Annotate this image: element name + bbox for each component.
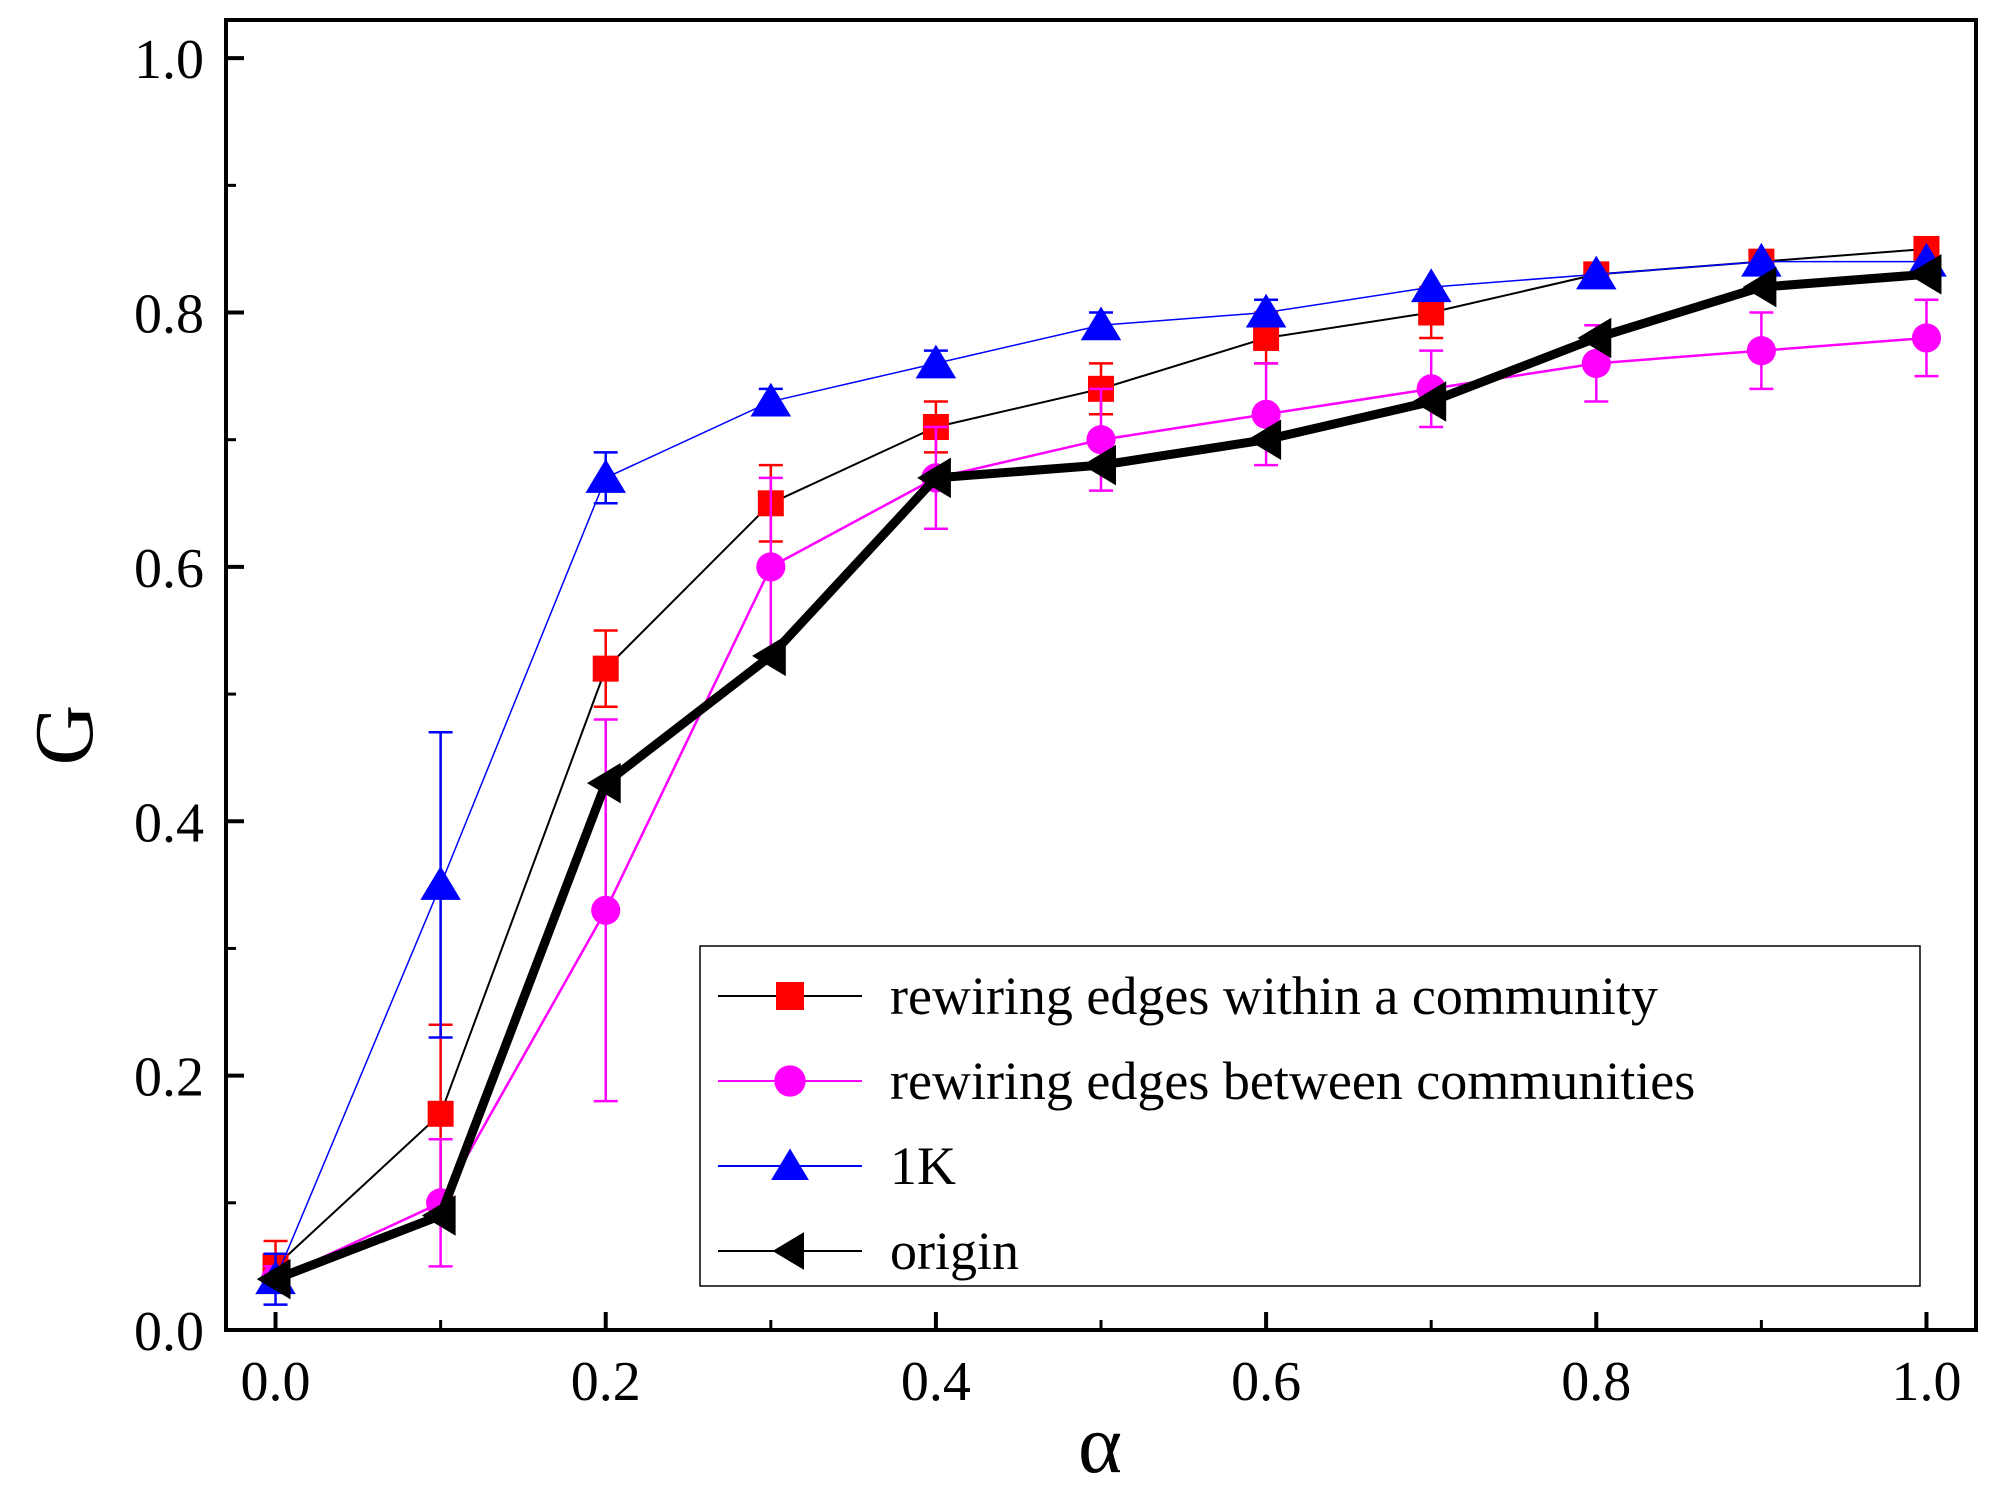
data-point bbox=[1746, 336, 1776, 366]
data-point bbox=[1247, 419, 1282, 460]
y-tick-label: 0.8 bbox=[134, 284, 204, 346]
legend-label: rewiring edges within a community bbox=[890, 966, 1658, 1026]
data-point bbox=[1410, 268, 1452, 303]
series-4 bbox=[256, 254, 1942, 1300]
legend-marker bbox=[776, 982, 804, 1010]
data-point bbox=[592, 655, 619, 682]
ticks-layer: 0.0 0.2 0.4 0.6 0.8 1.0 0.0 0.2 0.4 0.6 0.8 1.0 bbox=[134, 29, 1961, 1413]
data-point bbox=[1911, 323, 1942, 353]
y-tick-label: 0.0 bbox=[134, 1301, 204, 1363]
legend-box bbox=[699, 945, 1921, 1287]
data-point bbox=[591, 895, 621, 925]
data-point bbox=[1581, 348, 1611, 378]
data-point bbox=[1080, 306, 1122, 341]
data-point bbox=[756, 552, 786, 582]
y-axis-title: G bbox=[18, 705, 111, 766]
data-point bbox=[915, 344, 957, 379]
series-layer bbox=[255, 235, 1947, 1306]
y-tick-label: 1.0 bbox=[134, 29, 204, 91]
data-point bbox=[1082, 444, 1116, 486]
data-point bbox=[917, 457, 951, 499]
data-point bbox=[1741, 242, 1782, 277]
data-point bbox=[421, 1195, 456, 1236]
x-tick-label: 0.2 bbox=[571, 1351, 641, 1413]
legend-label: origin bbox=[890, 1221, 1019, 1281]
data-point bbox=[1086, 425, 1116, 455]
data-point bbox=[1251, 399, 1281, 429]
data-point bbox=[420, 866, 461, 900]
x-tick-label: 0.4 bbox=[901, 1351, 971, 1413]
y-tick-label: 0.2 bbox=[134, 1047, 204, 1109]
legend-marker bbox=[772, 1232, 804, 1270]
data-point bbox=[1412, 381, 1447, 422]
legend-label: rewiring edges between communities bbox=[890, 1051, 1695, 1111]
x-tick-label: 0.6 bbox=[1231, 1351, 1301, 1413]
legend-items: rewiring edges within a community rewirin… bbox=[718, 966, 1695, 1281]
data-point bbox=[585, 459, 626, 493]
data-point bbox=[427, 1100, 454, 1127]
x-tick-label: 1.0 bbox=[1891, 1351, 1961, 1413]
data-point bbox=[1907, 254, 1942, 295]
data-point bbox=[1577, 317, 1612, 359]
data-point bbox=[586, 762, 621, 804]
data-point bbox=[256, 1258, 291, 1300]
legend: rewiring edges within a community rewirin… bbox=[699, 945, 1921, 1287]
data-point bbox=[752, 635, 786, 677]
legend-marker bbox=[774, 1065, 806, 1097]
x-tick-label: 0.8 bbox=[1561, 1351, 1631, 1413]
data-point bbox=[1245, 293, 1287, 328]
y-tick-label: 0.6 bbox=[134, 538, 204, 600]
x-tick-label: 0.0 bbox=[241, 1351, 311, 1413]
legend-label: 1K bbox=[890, 1136, 956, 1196]
data-point bbox=[1742, 266, 1777, 308]
data-point bbox=[1418, 299, 1445, 326]
y-tick-label: 0.4 bbox=[134, 792, 204, 854]
x-axis-title: α bbox=[1078, 1398, 1122, 1486]
data-point bbox=[1576, 255, 1617, 290]
data-point bbox=[1253, 324, 1280, 351]
data-point bbox=[750, 382, 792, 417]
legend-marker bbox=[771, 1148, 809, 1180]
